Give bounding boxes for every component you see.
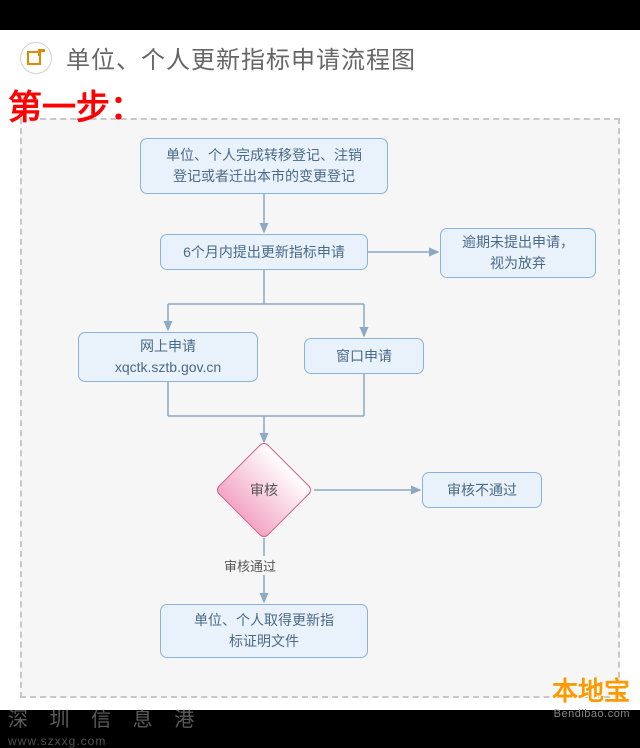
watermark-brand: 本地宝 (552, 671, 630, 708)
node-result: 单位、个人取得更新指 标证明文件 (160, 604, 368, 658)
node-text: xqctk.sztb.gov.cn (115, 357, 221, 378)
watermark-url: Bendibao.com (552, 708, 630, 720)
node-text: 窗口申请 (336, 346, 392, 367)
node-review-fail: 审核不通过 (422, 472, 542, 508)
node-window-apply: 窗口申请 (304, 338, 424, 374)
watermark-left-text: 深 圳 信 息 港 (8, 703, 202, 732)
node-start: 单位、个人完成转移登记、注销 登记或者迁出本市的变更登记 (140, 138, 388, 194)
edge-label-pass: 审核通过 (222, 556, 278, 575)
node-overdue: 逾期未提出申请， 视为放弃 (440, 228, 596, 278)
node-text: 标证明文件 (229, 631, 299, 652)
node-text: 登记或者迁出本市的变更登记 (173, 166, 355, 187)
page-title: 单位、个人更新指标申请流程图 (66, 40, 416, 75)
step-label: 第一步： (8, 80, 144, 129)
node-text: 6个月内提出更新指标申请 (183, 242, 345, 263)
header: 单位、个人更新指标申请流程图 (0, 30, 640, 81)
node-review-decision: 审核 (214, 440, 314, 540)
node-apply-6months: 6个月内提出更新指标申请 (160, 234, 368, 270)
flowchart-container: 单位、个人完成转移登记、注销 登记或者迁出本市的变更登记 6个月内提出更新指标申… (20, 118, 620, 698)
node-text: 审核 (250, 480, 278, 500)
node-online-apply: 网上申请 xqctk.sztb.gov.cn (78, 332, 258, 382)
page-container: 单位、个人更新指标申请流程图 第一步： (0, 30, 640, 710)
node-text: 视为放弃 (490, 253, 546, 274)
node-text: 审核不通过 (447, 480, 517, 501)
node-text: 单位、个人取得更新指 (194, 610, 334, 631)
expand-icon[interactable] (20, 42, 52, 74)
watermark-left-url: www.szxxg.com (8, 734, 106, 748)
node-text: 逾期未提出申请， (462, 232, 574, 253)
node-text: 网上申请 (140, 336, 196, 357)
watermark-right: 本地宝 Bendibao.com (552, 671, 630, 720)
node-text: 单位、个人完成转移登记、注销 (166, 145, 362, 166)
